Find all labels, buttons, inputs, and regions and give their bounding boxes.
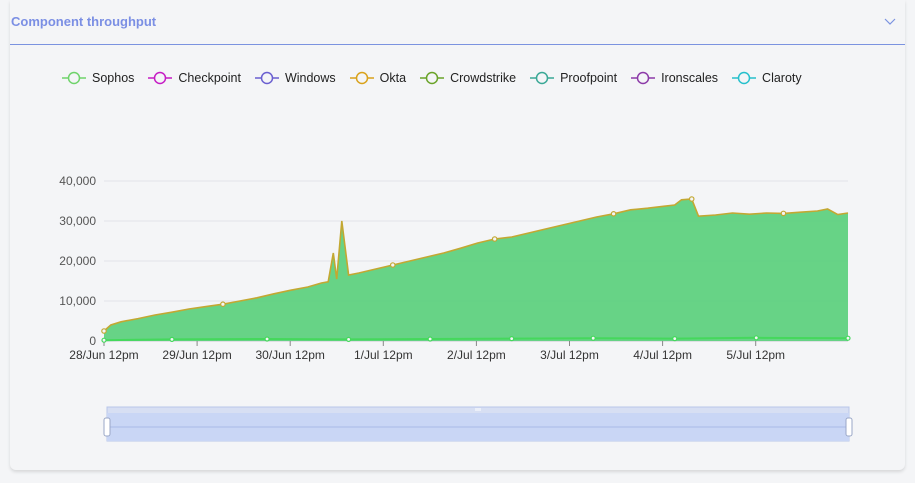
legend-label: Okta: [379, 71, 407, 85]
y-tick-label: 10,000: [59, 294, 96, 308]
x-tick-label: 3/Jul 12pm: [540, 348, 599, 362]
chart-legend: Sophos Checkpoint Windows Okta Crowdstrike Pr…: [62, 68, 816, 88]
legend-label: Windows: [284, 71, 336, 85]
sophos-point: [169, 336, 175, 342]
y-tick-label: 40,000: [59, 174, 96, 188]
sophos-point: [264, 336, 270, 342]
legend-label: Proofpoint: [560, 71, 618, 85]
y-tick-label: 0: [89, 334, 96, 348]
legend-marker-icon: [62, 71, 86, 85]
panel-header: Component throughput: [10, 0, 905, 45]
legend-item-checkpoint[interactable]: Checkpoint: [148, 71, 241, 85]
okta-point: [389, 262, 396, 268]
y-tick-label: 20,000: [59, 254, 96, 268]
grip-dot: [475, 408, 477, 411]
legend-item-okta[interactable]: Okta: [349, 71, 407, 85]
okta-line: [103, 198, 849, 332]
sophos-point: [509, 336, 515, 342]
sophos-point: [672, 336, 678, 342]
legend-item-claroty[interactable]: Claroty: [732, 71, 802, 85]
zoom-handle-left[interactable]: [103, 417, 111, 437]
x-tick-label: 28/Jun 12pm: [69, 348, 138, 362]
legend-marker-icon: [732, 71, 757, 85]
x-tick-label: 2/Jul 12pm: [447, 348, 506, 362]
x-tick-label: 5/Jul 12pm: [726, 348, 785, 362]
panel-title: Component throughput: [11, 14, 157, 29]
legend-item-ironscales[interactable]: Ironscales: [631, 71, 718, 85]
grip-dot: [479, 408, 481, 411]
sophos-point: [346, 336, 352, 342]
legend-item-proofpoint[interactable]: Proofpoint: [530, 71, 617, 85]
legend-label: Checkpoint: [178, 71, 241, 85]
legend-item-crowdstrike[interactable]: Crowdstrike: [420, 71, 516, 85]
okta-point: [220, 301, 226, 308]
sophos-point: [753, 335, 759, 341]
zoom-handle-right[interactable]: [845, 417, 853, 437]
chevron-down-icon[interactable]: [881, 12, 899, 30]
legend-marker-icon: [631, 71, 656, 85]
legend-label: Ironscales: [661, 71, 719, 85]
okta-area: [104, 199, 848, 341]
grip-dot: [477, 408, 479, 411]
sophos-point: [845, 335, 851, 341]
legend-marker-icon: [254, 71, 279, 85]
legend-marker-icon: [349, 71, 374, 85]
legend-marker-icon: [148, 71, 173, 85]
legend-item-sophos[interactable]: Sophos: [62, 71, 134, 85]
sophos-point: [101, 337, 107, 343]
x-tick-label: 1/Jul 12pm: [354, 348, 413, 362]
okta-point: [780, 210, 787, 217]
x-tick-label: 4/Jul 12pm: [633, 348, 692, 362]
legend-label: Sophos: [92, 71, 135, 85]
sophos-line: [103, 336, 849, 342]
legend-label: Crowdstrike: [450, 71, 517, 85]
x-tick-label: 29/Jun 12pm: [162, 348, 231, 362]
legend-label: Claroty: [762, 71, 802, 85]
okta-point: [101, 328, 107, 334]
okta-point: [688, 196, 695, 202]
zoom-drag-grip-icon[interactable]: [475, 408, 481, 411]
okta-point: [491, 236, 498, 242]
sophos-point: [427, 336, 433, 342]
y-tick-label: 30,000: [59, 214, 96, 228]
sophos-point: [590, 335, 596, 341]
legend-item-windows[interactable]: Windows: [254, 71, 336, 85]
okta-point: [610, 211, 617, 217]
legend-marker-icon: [530, 71, 555, 85]
x-tick-label: 30/Jun 12pm: [256, 348, 325, 362]
legend-marker-icon: [420, 71, 445, 85]
